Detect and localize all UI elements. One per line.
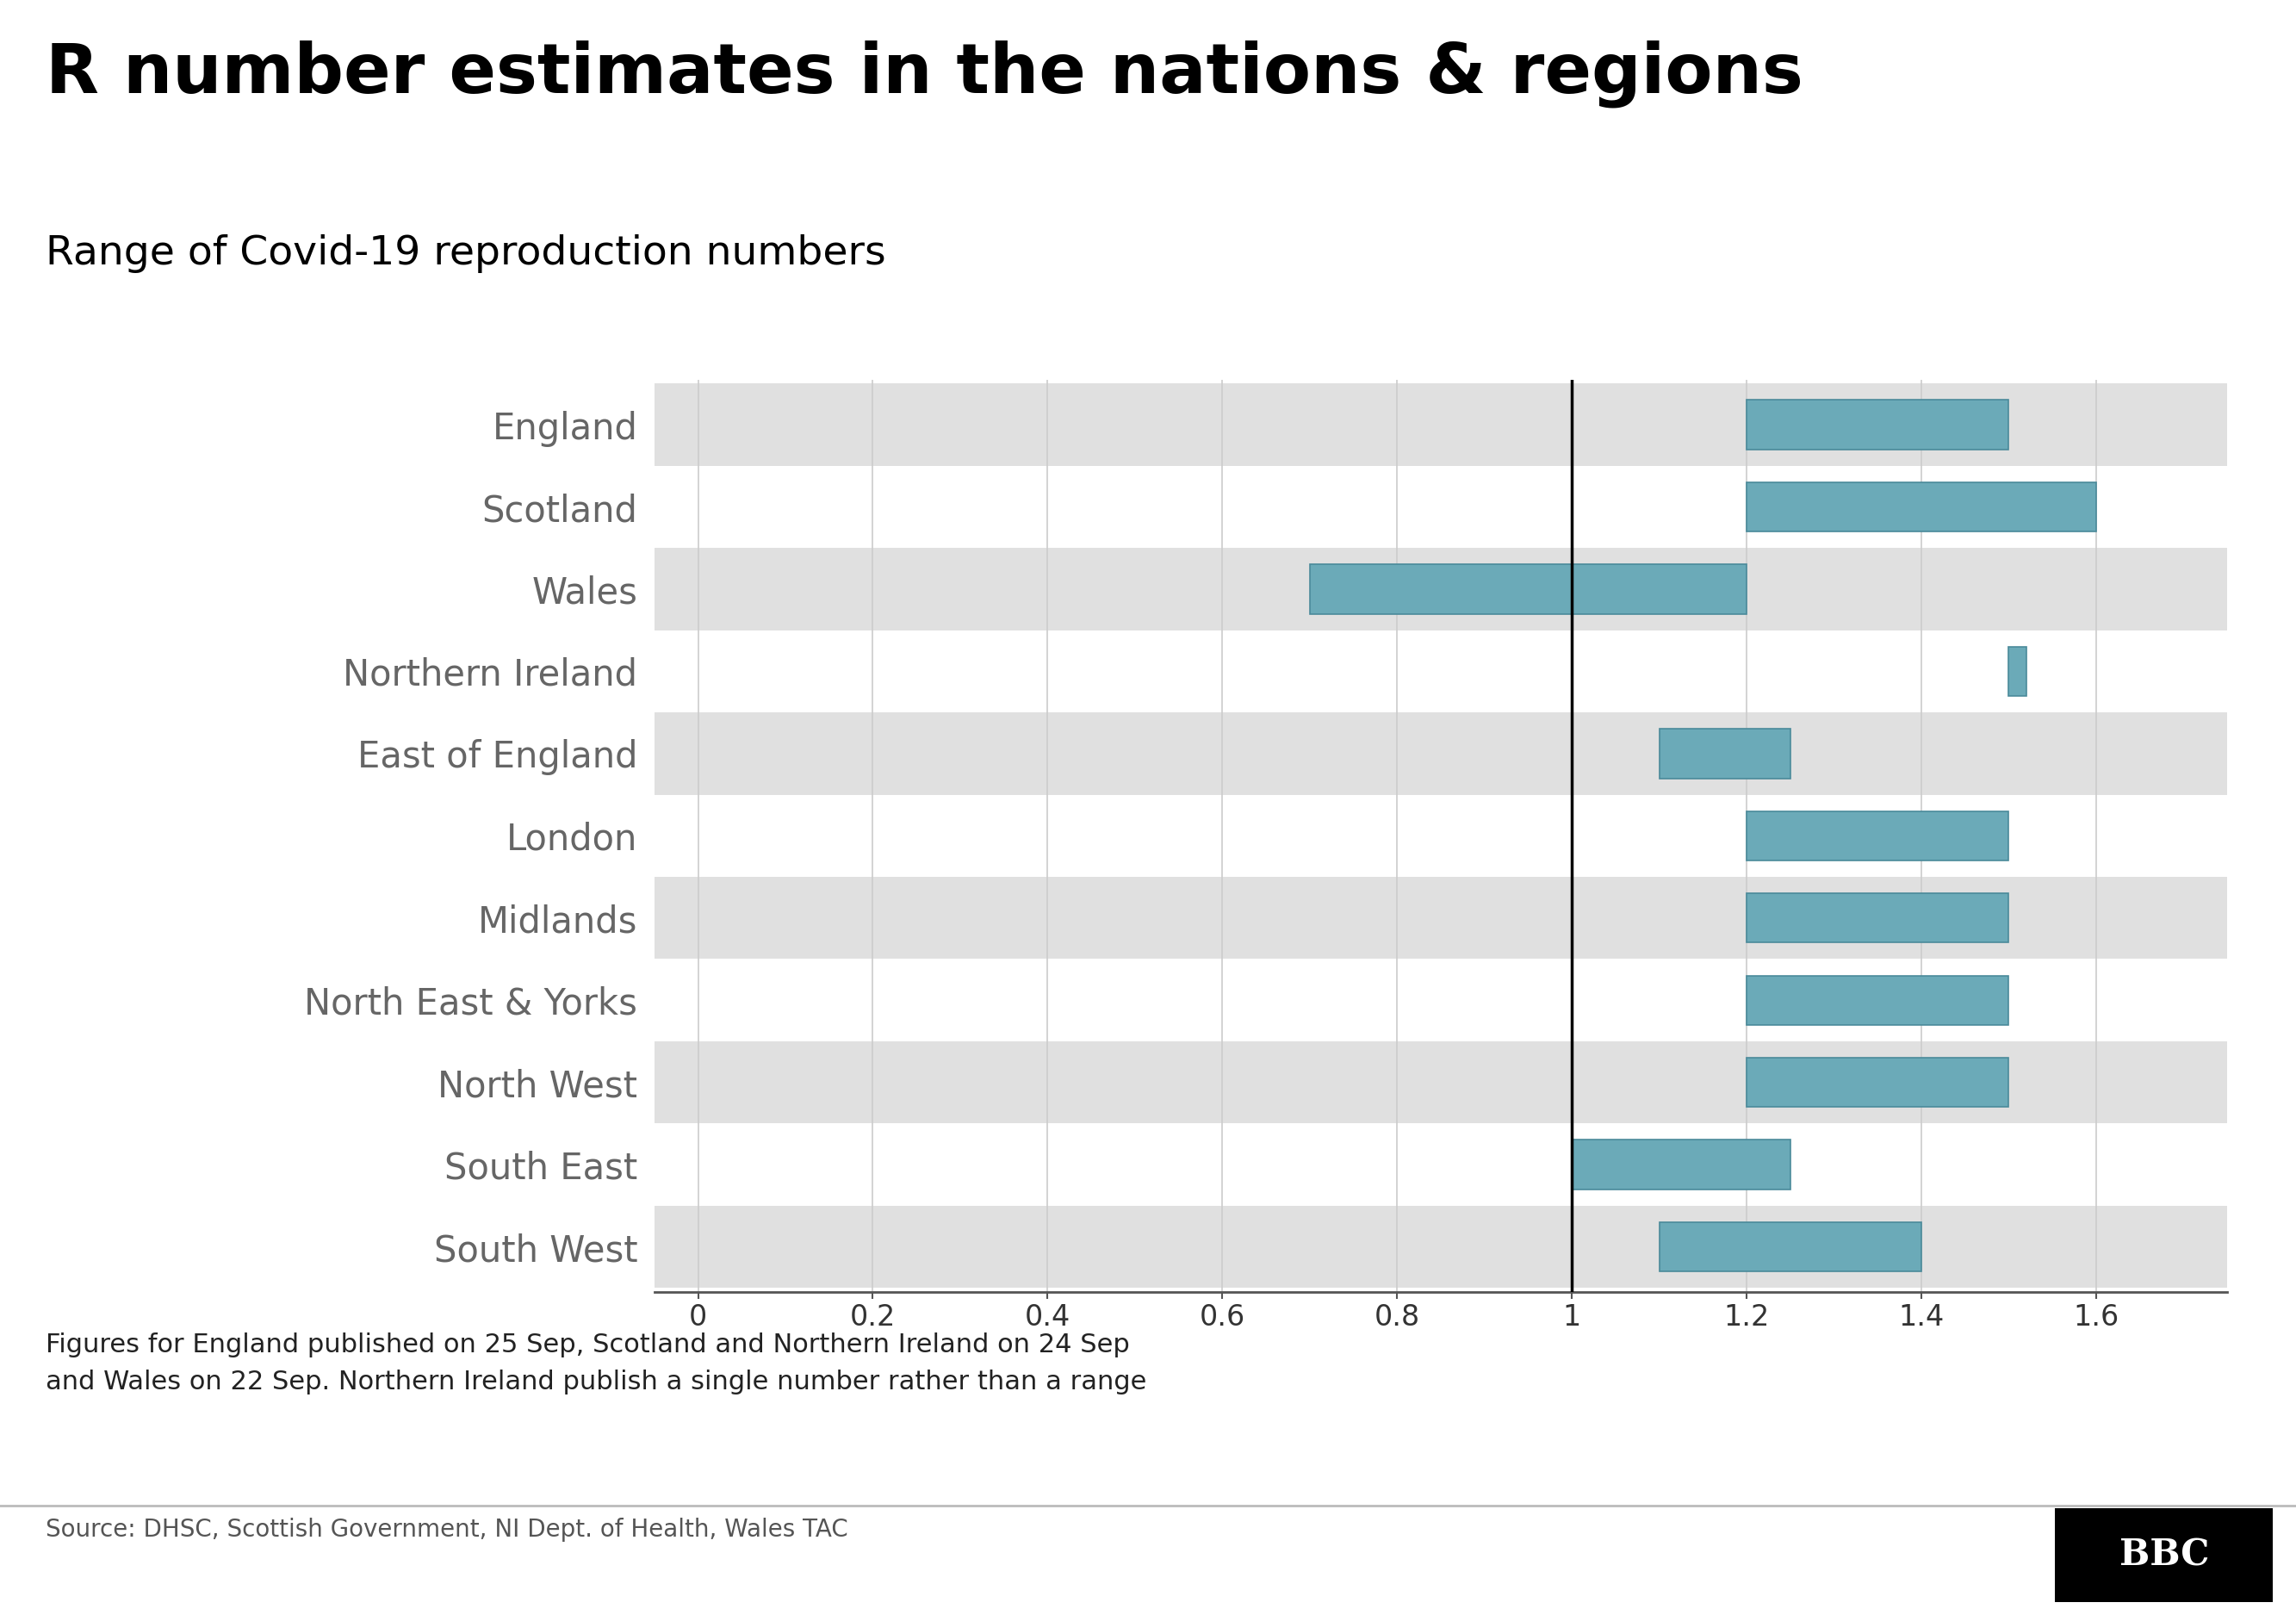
Bar [654,630,2227,712]
Text: Range of Covid-19 reproduction numbers: Range of Covid-19 reproduction numbers [46,234,886,273]
Bar [1747,401,2009,449]
Bar [654,795,2227,877]
Bar [1747,1058,2009,1106]
Bar [1309,565,1747,614]
Bar [654,1042,2227,1124]
Bar [1573,1140,1791,1189]
Bar [654,1124,2227,1206]
Text: Figures for England published on 25 Sep, Scotland and Northern Ireland on 24 Sep: Figures for England published on 25 Sep,… [46,1332,1148,1394]
Text: R number estimates in the nations & regions: R number estimates in the nations & regi… [46,40,1805,108]
Bar [654,547,2227,630]
Bar [654,465,2227,547]
Bar [654,959,2227,1042]
Text: Source: DHSC, Scottish Government, NI Dept. of Health, Wales TAC: Source: DHSC, Scottish Government, NI De… [46,1518,847,1542]
Bar [1747,483,2096,531]
Bar [654,712,2227,795]
Bar [2009,646,2025,696]
Bar [654,877,2227,959]
Text: BBC: BBC [2119,1537,2209,1573]
Bar [1747,975,2009,1026]
Bar [1660,728,1791,778]
Bar [1660,1223,1922,1271]
Bar [654,384,2227,465]
Bar [1747,811,2009,861]
Bar [654,1206,2227,1287]
Bar [1747,893,2009,943]
